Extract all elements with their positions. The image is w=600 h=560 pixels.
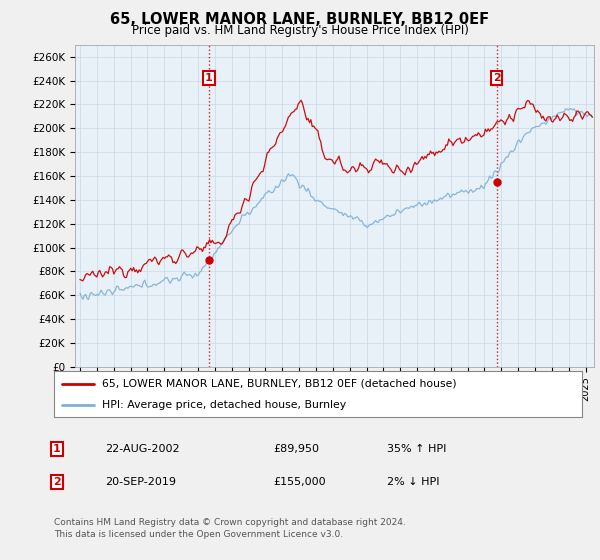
Text: 2% ↓ HPI: 2% ↓ HPI (387, 477, 439, 487)
Text: 20-SEP-2019: 20-SEP-2019 (105, 477, 176, 487)
Text: 2: 2 (493, 73, 500, 83)
Text: Contains HM Land Registry data © Crown copyright and database right 2024.
This d: Contains HM Land Registry data © Crown c… (54, 518, 406, 539)
Text: Price paid vs. HM Land Registry's House Price Index (HPI): Price paid vs. HM Land Registry's House … (131, 24, 469, 37)
Text: 22-AUG-2002: 22-AUG-2002 (105, 444, 179, 454)
Text: £89,950: £89,950 (273, 444, 319, 454)
Text: HPI: Average price, detached house, Burnley: HPI: Average price, detached house, Burn… (101, 400, 346, 410)
Text: 1: 1 (205, 73, 212, 83)
Text: 65, LOWER MANOR LANE, BURNLEY, BB12 0EF: 65, LOWER MANOR LANE, BURNLEY, BB12 0EF (110, 12, 490, 27)
Text: 2: 2 (53, 477, 61, 487)
Text: 35% ↑ HPI: 35% ↑ HPI (387, 444, 446, 454)
Text: 1: 1 (53, 444, 61, 454)
Text: 65, LOWER MANOR LANE, BURNLEY, BB12 0EF (detached house): 65, LOWER MANOR LANE, BURNLEY, BB12 0EF … (101, 379, 456, 389)
Text: £155,000: £155,000 (273, 477, 326, 487)
